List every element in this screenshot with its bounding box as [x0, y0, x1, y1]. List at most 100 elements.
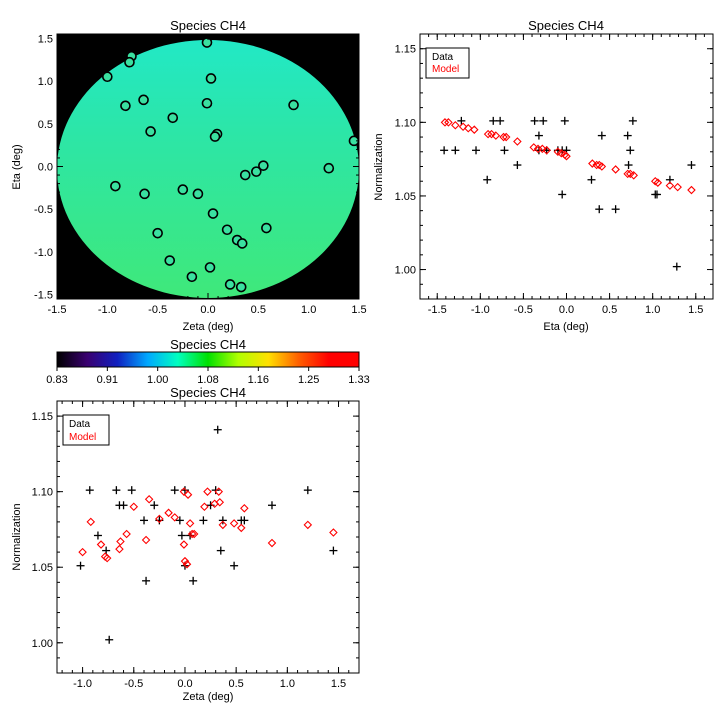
zeta-xtick-label: 1.5	[331, 678, 346, 690]
eta-data-point	[672, 262, 681, 271]
map-point	[207, 208, 219, 219]
colorbar-title: Species CH4	[170, 337, 246, 352]
eta-data-point	[483, 175, 492, 184]
colorbar-tick-label: 0.83	[46, 374, 67, 386]
map-point	[205, 73, 217, 84]
map-point	[164, 255, 176, 266]
eta-xlabel: Eta (deg)	[543, 321, 588, 333]
zeta-data-point	[119, 501, 128, 510]
map-point	[177, 184, 189, 195]
zeta-model-point	[144, 494, 154, 504]
eta-model-point	[440, 118, 450, 127]
zeta-data-point	[216, 546, 225, 555]
eta-data-point	[451, 146, 460, 155]
zeta-model-point	[115, 544, 124, 554]
zeta-model-point	[214, 487, 224, 496]
zeta-xlabel: Zeta (deg)	[183, 691, 234, 703]
colorbar-tick-label: 1.16	[248, 374, 269, 386]
zeta-data-point	[170, 486, 179, 495]
zeta-model-point	[116, 537, 125, 546]
eta-model-point	[673, 182, 682, 192]
zeta-xtick-label: -0.5	[124, 678, 143, 690]
zeta-model-point	[189, 529, 199, 539]
map-point	[192, 188, 204, 200]
eta-legend-box	[425, 47, 470, 79]
zeta-model-point	[170, 513, 180, 522]
map-point	[139, 188, 150, 200]
zeta-legend-box	[62, 414, 110, 446]
colorbar-tick-label: 0.91	[97, 374, 118, 386]
eta-model-point	[513, 137, 522, 146]
colorbar-tick-label: 1.25	[298, 374, 319, 386]
map-point	[152, 227, 163, 239]
zeta-data-point	[218, 516, 227, 525]
map-point	[261, 222, 272, 234]
panel-map: -1.5 -1.0 -0.5 0.0 0.5 1.0 1.5 -1.5 -1.0 -0.5 0.0 0…	[11, 18, 367, 333]
zeta-model-point	[102, 553, 112, 563]
zeta-data-point	[142, 576, 151, 585]
zeta-legend-data: Data	[69, 419, 91, 430]
zeta-model-point	[187, 529, 197, 539]
colorbar-strip	[56, 351, 360, 368]
zeta-data-point	[85, 486, 94, 495]
eta-model-point	[629, 171, 638, 180]
zeta-model-point	[129, 502, 139, 512]
zeta-ytick-label: 1.00	[32, 638, 53, 650]
zeta-data-point	[102, 546, 111, 555]
eta-model-point	[483, 129, 493, 139]
map-point	[251, 166, 262, 177]
map-point	[236, 238, 248, 249]
eta-series-model	[440, 118, 696, 195]
eta-model-point	[665, 181, 675, 190]
zeta-model-point	[96, 540, 106, 549]
map-point	[120, 100, 131, 112]
map-point	[201, 37, 213, 48]
zeta-model-point	[185, 519, 195, 528]
eta-title: Species CH4	[528, 18, 604, 33]
map-xtick-label: 0.0	[200, 304, 215, 316]
map-title: Species CH4	[170, 18, 246, 33]
eta-model-point	[499, 132, 508, 142]
map-xtick-label: 1.5	[351, 304, 366, 316]
eta-data-point	[457, 116, 466, 125]
map-xtick-label: -1.5	[48, 304, 67, 316]
panel-colorbar: Species CH4 0.83 0.91 1.00 1.08 1.16 1.25 1.33	[46, 337, 369, 386]
eta-data-point	[496, 116, 505, 125]
eta-model-point	[470, 125, 479, 134]
zeta-legend-model: Model	[69, 432, 96, 443]
eta-data-point	[539, 116, 548, 125]
map-point	[145, 126, 156, 137]
eta-ytick-label: 1.00	[395, 265, 416, 277]
eta-model-point	[542, 146, 551, 155]
map-ylabel: Eta (deg)	[11, 144, 23, 189]
eta-data-point	[534, 131, 543, 140]
eta-data-point	[513, 161, 522, 170]
zeta-data-point	[76, 561, 85, 570]
eta-ytick-label: 1.10	[395, 117, 416, 129]
zeta-model-point	[200, 502, 209, 512]
zeta-ytick-label: 1.15	[32, 411, 53, 423]
zeta-model-point	[180, 556, 190, 566]
zeta-model-point	[179, 487, 189, 496]
panel-eta: -1.5 -1.0 -0.5 0.0 0.5 1.0 1.5 1.00 1.05 1.10 1.15…	[373, 18, 714, 333]
eta-xtick-label: -1.5	[428, 304, 447, 316]
zeta-legend: Data Model	[62, 414, 110, 446]
eta-model-point	[588, 159, 597, 168]
eta-model-point	[501, 132, 511, 142]
zeta-model-point	[155, 514, 164, 524]
eta-model-point	[491, 131, 501, 140]
eta-data-point	[530, 116, 539, 125]
eta-xtick-label: -1.0	[471, 304, 490, 316]
eta-model-point	[562, 151, 571, 161]
map-point	[209, 131, 221, 142]
zeta-xtick-label: 0.0	[177, 678, 192, 690]
zeta-ytick-label: 1.10	[32, 487, 53, 499]
eta-model-point	[623, 169, 632, 179]
map-point	[167, 112, 179, 124]
eta-xtick-label: 0.0	[559, 304, 574, 316]
eta-data-point	[489, 116, 498, 125]
zeta-xtick-label: -1.0	[73, 678, 92, 690]
zeta-model-point	[215, 497, 225, 507]
zeta-data-point	[150, 501, 159, 510]
